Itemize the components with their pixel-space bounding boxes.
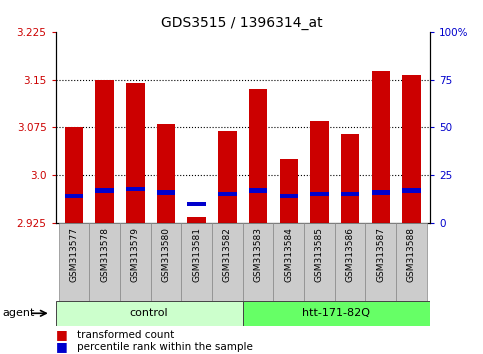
Bar	[366, 223, 396, 301]
Text: agent: agent	[2, 308, 35, 318]
Text: GSM313579: GSM313579	[131, 227, 140, 282]
Text: GSM313586: GSM313586	[346, 227, 355, 282]
Bar	[187, 202, 206, 206]
Text: GSM313582: GSM313582	[223, 227, 232, 282]
Text: htt-171-82Q: htt-171-82Q	[302, 308, 370, 318]
Bar	[187, 217, 206, 223]
Bar	[157, 124, 175, 223]
Bar	[58, 223, 89, 301]
Bar	[402, 75, 421, 223]
Text: GSM313583: GSM313583	[254, 227, 263, 282]
Bar	[157, 190, 175, 195]
Text: GDS3515 / 1396314_at: GDS3515 / 1396314_at	[161, 16, 322, 30]
Text: GSM313580: GSM313580	[161, 227, 170, 282]
Bar	[89, 223, 120, 301]
Text: GSM313584: GSM313584	[284, 227, 293, 282]
Text: ■: ■	[56, 328, 67, 341]
Bar	[371, 190, 390, 195]
Bar	[396, 223, 427, 301]
Bar	[242, 301, 430, 326]
Bar	[126, 187, 144, 191]
Bar	[243, 223, 273, 301]
Text: GSM313587: GSM313587	[376, 227, 385, 282]
Bar	[218, 192, 237, 196]
Bar	[341, 192, 359, 196]
Bar	[280, 159, 298, 223]
Bar	[280, 194, 298, 198]
Bar	[96, 80, 114, 223]
Text: ■: ■	[56, 341, 67, 353]
Bar	[310, 192, 328, 196]
Text: GSM313581: GSM313581	[192, 227, 201, 282]
Bar	[120, 223, 151, 301]
Bar	[212, 223, 243, 301]
Bar	[181, 223, 212, 301]
Bar	[371, 72, 390, 223]
Bar	[56, 301, 242, 326]
Bar	[304, 223, 335, 301]
Bar	[96, 188, 114, 193]
Bar	[249, 89, 267, 223]
Text: control: control	[130, 308, 169, 318]
Text: GSM313588: GSM313588	[407, 227, 416, 282]
Bar	[126, 83, 144, 223]
Text: GSM313578: GSM313578	[100, 227, 109, 282]
Bar	[341, 134, 359, 223]
Text: GSM313577: GSM313577	[70, 227, 78, 282]
Bar	[402, 188, 421, 193]
Text: percentile rank within the sample: percentile rank within the sample	[77, 342, 253, 352]
Bar	[151, 223, 181, 301]
Bar	[65, 194, 83, 198]
Text: transformed count: transformed count	[77, 330, 174, 339]
Text: GSM313585: GSM313585	[315, 227, 324, 282]
Bar	[65, 127, 83, 223]
Bar	[335, 223, 366, 301]
Bar	[218, 131, 237, 223]
Bar	[273, 223, 304, 301]
Bar	[310, 121, 328, 223]
Bar	[249, 188, 267, 193]
